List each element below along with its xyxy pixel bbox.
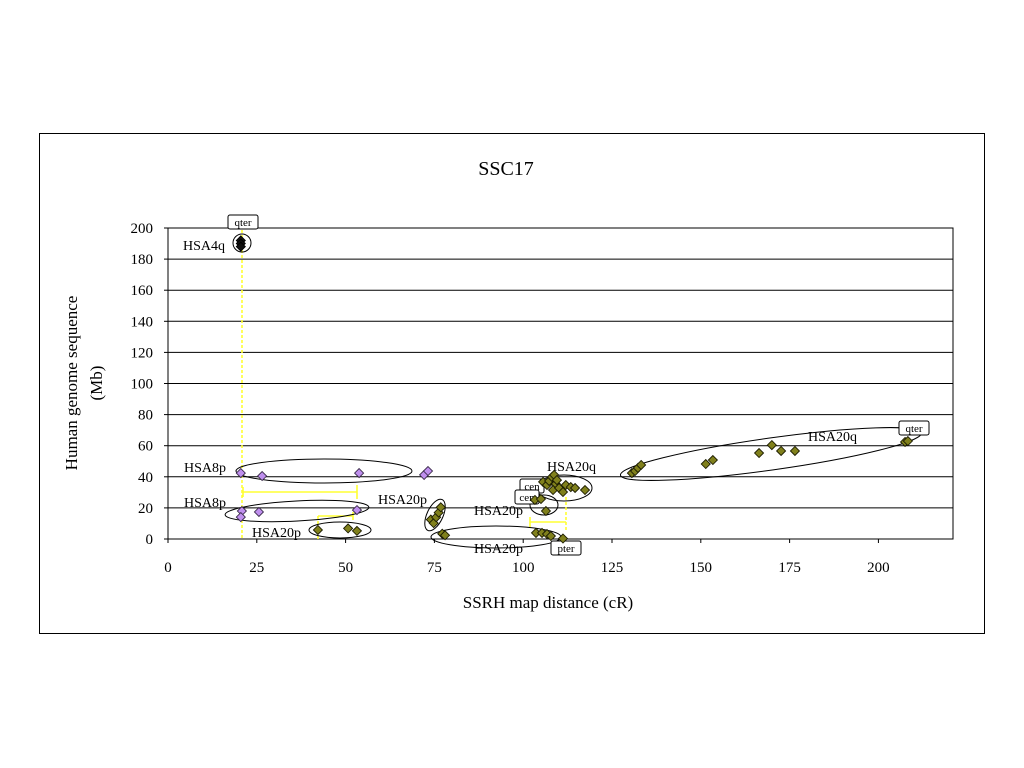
annotation-label: HSA20p	[474, 542, 523, 557]
x-tick-label: 125	[601, 560, 624, 576]
data-point	[435, 502, 446, 513]
x-tick-label: 25	[249, 560, 264, 576]
data-point	[535, 493, 547, 505]
y-axis-title-line-1: Human genome sequence	[62, 296, 81, 471]
data-point	[700, 458, 711, 470]
y-tick-label: 200	[131, 221, 154, 237]
data-point	[569, 482, 581, 494]
data-point	[235, 511, 246, 523]
cluster-ellipse	[232, 233, 252, 253]
data-point	[353, 467, 365, 479]
cluster-ellipse	[424, 498, 446, 532]
y-tick-label: 120	[131, 345, 154, 361]
data-point	[557, 486, 569, 498]
x-axis-title: SSRH map distance (cR)	[463, 593, 633, 612]
data-point	[235, 241, 246, 252]
data-point	[540, 505, 552, 517]
y-tick-label: 40	[138, 470, 153, 486]
data-point	[351, 504, 363, 516]
data-point	[422, 465, 434, 477]
x-tick-label: 0	[164, 560, 172, 576]
data-point	[753, 447, 765, 459]
plot-layer: 0 20 40 60 80 100 120 140 160 180 200 0 25 50 75 100 125…	[131, 214, 954, 576]
x-tick-label: 50	[338, 560, 353, 576]
cluster-ellipse	[224, 499, 370, 523]
data-point	[351, 525, 363, 537]
y-tick-label: 180	[131, 252, 154, 268]
y-tick-label: 80	[138, 408, 153, 424]
y-tick-label: 100	[131, 377, 154, 393]
data-point	[635, 459, 647, 471]
annotation-label: HSA20q	[547, 460, 596, 475]
cluster-ellipse	[235, 458, 413, 484]
annotation-label: HSA4q	[183, 239, 225, 254]
data-point	[545, 530, 557, 542]
x-tick-label: 150	[690, 560, 713, 576]
annotation-label: HSA20q	[808, 430, 857, 445]
data-point	[235, 467, 246, 479]
annotation-label: HSA8p	[184, 461, 226, 476]
cluster-ellipse	[529, 494, 559, 516]
annotation-label: qter	[905, 423, 922, 435]
data-point	[551, 474, 563, 486]
x-tick-label: 75	[427, 560, 442, 576]
data-point	[342, 523, 354, 534]
data-point	[902, 435, 914, 447]
y-tick-label: 60	[138, 439, 153, 455]
data-point	[256, 470, 268, 482]
data-point	[789, 445, 801, 457]
cluster-ellipse	[308, 521, 372, 539]
y-tick-label: 160	[131, 283, 154, 299]
annotation-label: HSA20p	[474, 504, 523, 519]
data-point	[557, 533, 569, 544]
data-point	[439, 530, 451, 541]
data-point	[775, 445, 787, 457]
y-tick-label: 0	[146, 532, 154, 548]
chart-title: SSC17	[478, 158, 534, 180]
x-tick-label: 200	[867, 560, 890, 576]
annotation-box	[227, 214, 259, 230]
annotation-label: HSA20p	[252, 526, 301, 541]
data-point	[766, 439, 777, 451]
annotation-label: pter	[557, 543, 574, 555]
y-tick-label: 140	[131, 314, 154, 330]
data-point	[253, 506, 265, 518]
data-point	[312, 524, 324, 536]
x-tick-label: 175	[778, 560, 801, 576]
annotation-label: HSA8p	[184, 496, 226, 511]
data-point	[707, 454, 719, 466]
annotation-label: qter	[234, 217, 251, 229]
annotation-box	[898, 420, 930, 436]
annotation-box	[550, 540, 582, 556]
y-tick-label: 20	[138, 501, 153, 517]
y-axis-title-line-2: (Mb)	[87, 366, 106, 401]
data-point	[579, 484, 591, 496]
x-tick-label: 100	[512, 560, 535, 576]
annotation-label: HSA20p	[378, 493, 427, 508]
